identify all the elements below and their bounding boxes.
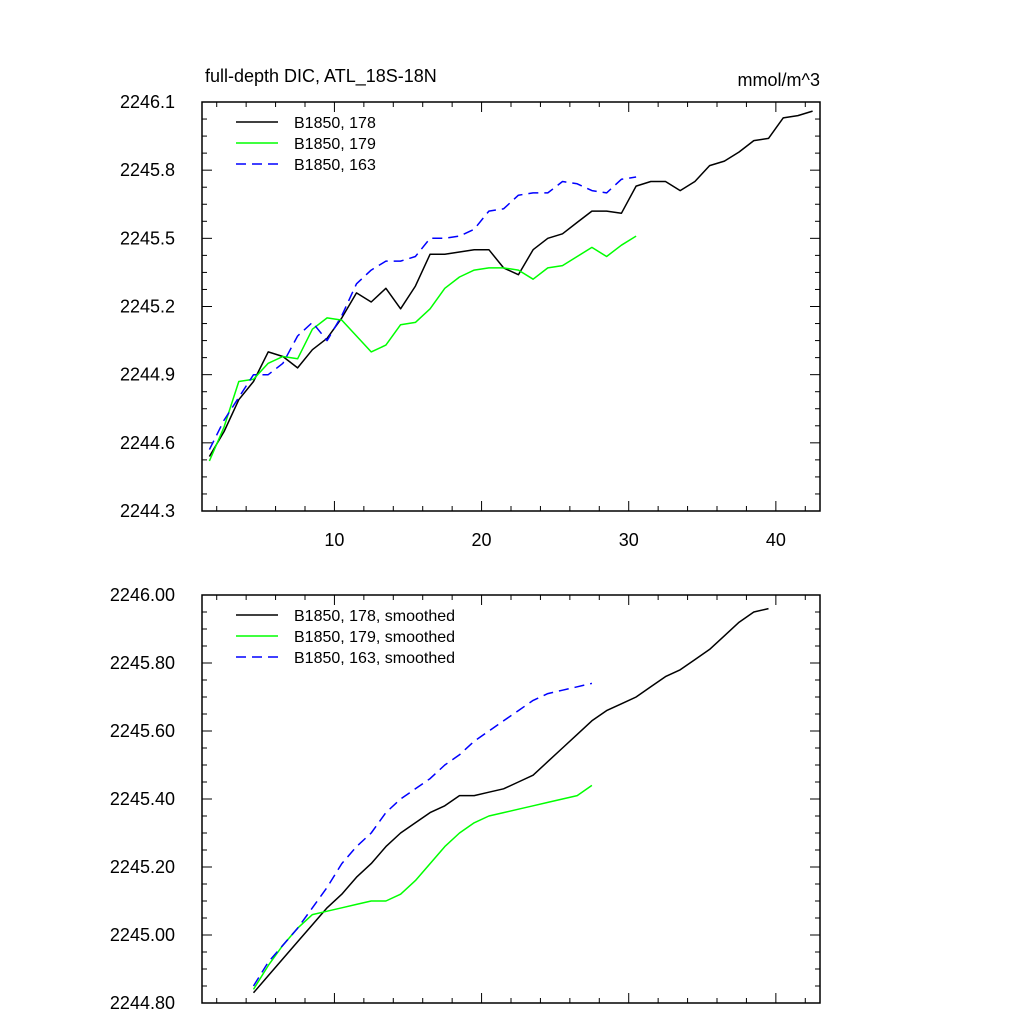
bottom-panel: 2244.80 2245.00 2245.20 2245.40 2245.60 2245.… — [110, 585, 821, 1013]
y-tick-label: 2244.80 — [110, 993, 175, 1013]
y-tick-label: 2245.8 — [120, 160, 175, 180]
x-tick-label: 10 — [324, 530, 344, 550]
y-tick-label: 2245.5 — [120, 228, 175, 248]
series-line-2 — [252, 682, 593, 987]
x-tick-label: 30 — [619, 530, 639, 550]
top-panel: full-depth DIC, ATL_18S-18N mmol/m^3 10 2… — [120, 66, 821, 550]
y-tick-label: 2244.9 — [120, 365, 175, 385]
y-tick-label: 2246.1 — [120, 92, 175, 112]
legend-label-1: B1850, 179, smoothed — [294, 629, 455, 646]
y-tick-label: 2244.6 — [120, 433, 175, 453]
y-tick-label: 2245.40 — [110, 789, 175, 809]
y-tick-label: 2246.00 — [110, 585, 175, 605]
y-tick-label: 2244.3 — [120, 501, 175, 521]
legend-label-0: B1850, 178 — [294, 115, 376, 132]
legend-label-2: B1850, 163 — [294, 157, 376, 174]
chart-title: full-depth DIC, ATL_18S-18N — [205, 66, 437, 87]
y-tick-label: 2245.20 — [110, 857, 175, 877]
series-line-0 — [252, 607, 769, 994]
y-tick-label: 2245.80 — [110, 653, 175, 673]
y-tick-label: 2245.00 — [110, 925, 175, 945]
legend-label-0: B1850, 178, smoothed — [294, 608, 455, 625]
units-label: mmol/m^3 — [738, 70, 820, 90]
series-line-1 — [252, 784, 593, 990]
y-tick-label: 2245.60 — [110, 721, 175, 741]
y-tick-label: 2245.2 — [120, 297, 175, 317]
series-line-0 — [208, 110, 813, 457]
legend-label-2: B1850, 163, smoothed — [294, 650, 455, 667]
series-line-2 — [208, 176, 637, 450]
legend-label-1: B1850, 179 — [294, 136, 376, 153]
series-line-1 — [208, 235, 637, 462]
x-tick-label: 40 — [766, 530, 786, 550]
x-tick-label: 20 — [472, 530, 492, 550]
